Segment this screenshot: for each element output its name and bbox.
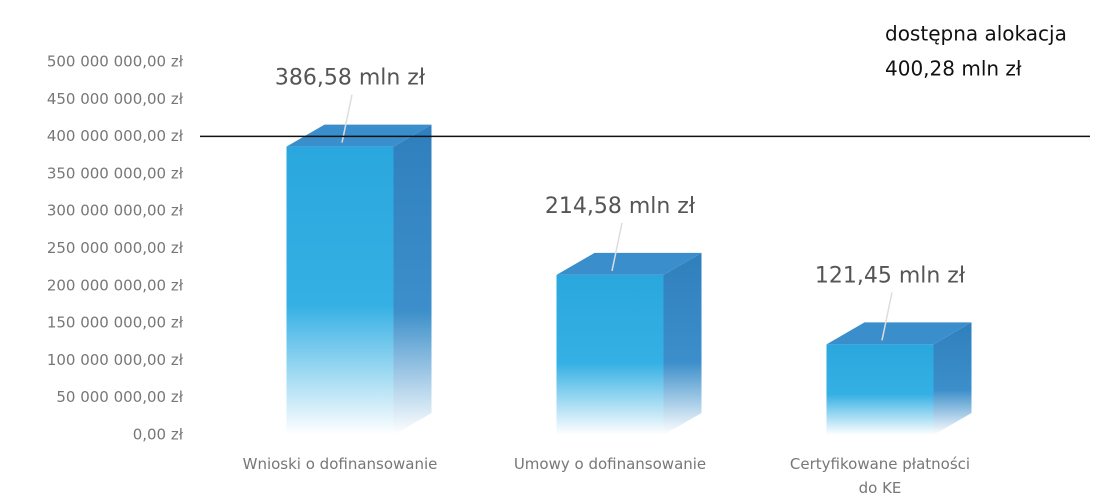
y-tick-label: 250 000 000,00 zł — [47, 239, 184, 257]
bar-top — [286, 124, 432, 147]
x-tick-label: Certyfikowane płatności do KE — [789, 455, 971, 497]
y-tick-label: 100 000 000,00 zł — [47, 351, 184, 369]
leader-line — [881, 292, 893, 341]
leader-line — [341, 94, 353, 143]
y-tick-label: 400 000 000,00 zł — [47, 127, 184, 145]
reference-value-label: 400,28 mln zł — [885, 57, 1022, 81]
bar — [556, 274, 664, 435]
y-tick-label: 500 000 000,00 zł — [47, 53, 184, 71]
bar-side — [933, 322, 972, 435]
value-label: 386,58 mln zł — [275, 66, 426, 91]
bar — [286, 146, 394, 435]
y-tick-label: 0,00 zł — [133, 426, 184, 444]
y-tick-label: 150 000 000,00 zł — [47, 314, 184, 332]
bar-top — [826, 322, 972, 345]
reference-label: dostępna alokacja — [885, 22, 1067, 46]
y-tick-label: 50 000 000,00 zł — [56, 388, 183, 406]
leader-line — [611, 222, 623, 272]
bar-top — [556, 252, 702, 275]
bar — [826, 344, 934, 435]
y-tick-label: 450 000 000,00 zł — [47, 90, 184, 108]
x-tick-label: Wnioski o dofinansowanie — [242, 455, 438, 473]
value-label: 121,45 mln zł — [815, 263, 966, 288]
y-tick-label: 200 000 000,00 zł — [47, 276, 184, 294]
y-tick-label: 300 000 000,00 zł — [47, 202, 184, 220]
bar-side — [663, 252, 702, 435]
bar-side — [393, 124, 432, 435]
y-tick-label: 350 000 000,00 zł — [47, 164, 184, 182]
x-tick-label: Umowy o dofinansowanie — [513, 455, 707, 473]
value-label: 214,58 mln zł — [545, 194, 696, 219]
